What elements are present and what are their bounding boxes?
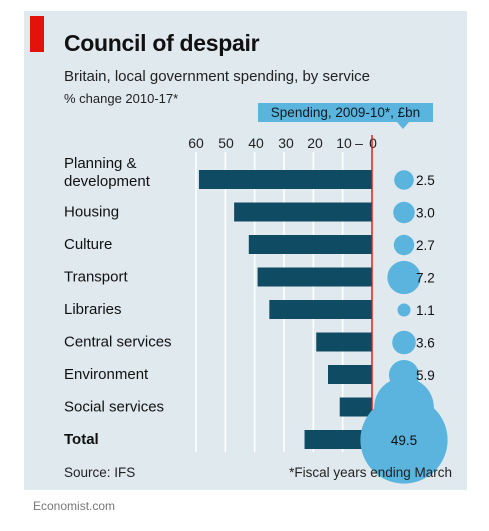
spending-value-label: 49.5: [391, 433, 417, 448]
category-label: Total: [64, 431, 99, 448]
bar: [304, 430, 372, 449]
bar: [269, 300, 372, 319]
category-label: Social services: [64, 399, 164, 416]
x-tick-label: –: [355, 135, 363, 151]
spending-value-label: 3.6: [416, 336, 435, 351]
bar: [339, 397, 372, 417]
category-label: Central services: [64, 334, 172, 351]
brand-red-bar: [30, 16, 44, 52]
spending-value-label: 7.2: [416, 271, 435, 286]
category-label: Housing: [64, 204, 119, 221]
spending-bubble: [392, 330, 416, 355]
category-label: Libraries: [64, 301, 122, 318]
spending-value-label: 2.5: [416, 173, 435, 188]
spending-value-label: 3.0: [416, 206, 435, 221]
spending-bubble: [387, 260, 421, 295]
category-label: Transport: [64, 269, 128, 286]
spending-value-label: 2.7: [416, 238, 435, 253]
source-note: Source: IFS: [64, 465, 136, 480]
x-tick-label: 0: [369, 135, 377, 151]
spending-value-label: 1.1: [416, 303, 435, 318]
bar: [198, 170, 372, 189]
category-label: Environment: [64, 366, 149, 383]
bar: [316, 332, 372, 352]
category-label: development: [64, 173, 151, 190]
x-tick-label: 10: [336, 135, 352, 151]
spending-legend-box: Spending, 2009-10*, £bn: [258, 103, 433, 122]
spending-bubble: [360, 396, 448, 484]
chart-unit-label: % change 2010-17*: [64, 91, 179, 106]
spending-value-label: 5.9: [416, 368, 435, 383]
category-label: Culture: [64, 236, 112, 253]
spending-bubble: [394, 170, 414, 190]
publisher-credit: Economist.com: [33, 499, 116, 513]
bar: [248, 235, 372, 254]
spending-legend-pointer: [397, 122, 409, 129]
bar: [257, 267, 372, 287]
bar: [234, 202, 372, 222]
spending-bubble: [397, 303, 411, 317]
spending-bubble: [393, 201, 415, 224]
chart-title: Council of despair: [64, 30, 260, 56]
footnote: *Fiscal years ending March: [289, 465, 452, 480]
x-tick-label: 40: [248, 135, 264, 151]
x-tick-label: 60: [188, 135, 204, 151]
bar: [328, 365, 372, 384]
spending-bubble: [393, 234, 415, 256]
x-tick-label: 30: [278, 135, 294, 151]
category-label: Planning &: [64, 155, 137, 172]
x-tick-label: 20: [307, 135, 323, 151]
x-tick-label: 50: [218, 135, 234, 151]
chart-subtitle: Britain, local government spending, by s…: [64, 68, 370, 85]
